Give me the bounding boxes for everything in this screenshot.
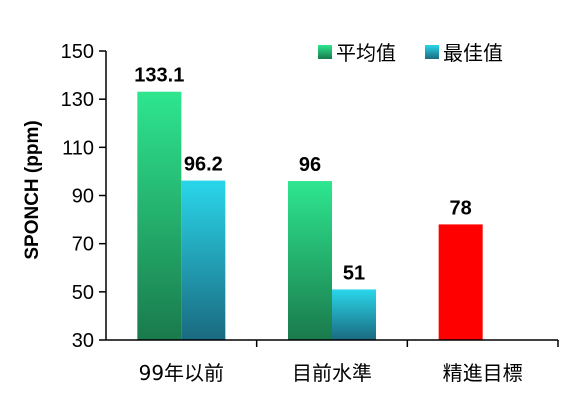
data-label: 78 [450,197,472,219]
bar-series-0-cat-1 [288,181,332,340]
legend-label-series-1: 最佳值 [443,41,503,65]
x-tick-label: 精進目標 [443,361,523,385]
y-tick-label: 150 [61,41,94,63]
y-tick-label: 30 [72,330,94,352]
bar-series-0-cat-0 [137,91,182,340]
legend-swatch-series-0 [318,45,332,59]
bar-series-1-cat-1 [332,289,376,340]
x-axis-labels: 99年以前 目前水準 精進目標 [139,340,559,385]
x-tick-label: 目前水準 [292,361,372,385]
y-tick-label: 90 [72,186,94,208]
data-label: 96 [299,154,321,176]
data-labels: 133.1 96.2 96 51 78 [134,65,471,285]
data-label: 133.1 [134,65,184,87]
y-axis-title: SPONCH (ppm) [22,120,43,259]
legend: 平均值 最佳值 [318,41,503,65]
legend-swatch-series-1 [425,45,439,59]
y-tick-label: 70 [72,234,94,256]
y-tick-label: 130 [61,89,94,111]
legend-label-series-0: 平均值 [336,41,396,65]
data-label: 96.2 [184,154,223,176]
y-tick-label: 50 [72,282,94,304]
bar-series-1-cat-0 [181,180,226,340]
y-axis-ticks: 30 50 70 90 110 130 150 [61,41,106,352]
x-tick-label: 99年以前 [139,361,224,385]
bars [137,91,483,340]
bar-target-cat-2 [438,224,483,340]
data-label: 51 [343,262,365,284]
y-tick-label: 110 [62,137,94,159]
